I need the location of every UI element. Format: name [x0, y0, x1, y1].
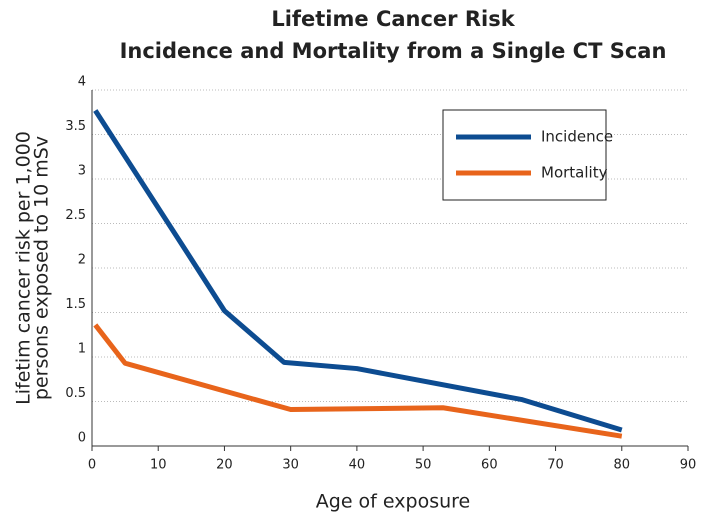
y-tick-label: 2.5: [65, 208, 86, 223]
y-tick-label: 1: [78, 342, 86, 357]
y-axis-label: persons exposed to 10 mSv: [31, 136, 53, 400]
chart-title: Lifetime Cancer Risk: [271, 7, 515, 31]
legend-label: Mortality: [541, 164, 608, 182]
y-tick-label: 3.5: [65, 119, 86, 134]
y-tick-label: 3: [78, 164, 86, 179]
x-tick-label: 20: [216, 458, 233, 473]
y-tick-label: 4: [78, 75, 86, 90]
chart-subtitle: Incidence and Mortality from a Single CT…: [120, 39, 667, 63]
y-tick-label: 1.5: [65, 297, 86, 312]
line: [93, 109, 623, 433]
x-tick-label: 90: [680, 458, 697, 473]
x-axis-label: Age of exposure: [316, 491, 470, 513]
x-tick-label: 50: [415, 458, 432, 473]
x-tick-label: 10: [150, 458, 167, 473]
x-tick-label: 0: [88, 458, 96, 473]
y-axis-label: Lifetim cancer risk per 1,000: [13, 131, 35, 405]
y-tick-label: 0: [78, 431, 86, 446]
line: [93, 323, 623, 439]
x-tick-label: 40: [349, 458, 366, 473]
x-tick-label: 70: [547, 458, 564, 473]
legend-box: [442, 109, 607, 201]
y-tick-label: 2: [78, 253, 86, 268]
y-tick-label: 0.5: [65, 386, 86, 401]
x-tick-label: 30: [282, 458, 299, 473]
x-tick-label: 80: [614, 458, 631, 473]
x-tick-label: 60: [481, 458, 498, 473]
legend-label: Incidence: [541, 128, 613, 146]
